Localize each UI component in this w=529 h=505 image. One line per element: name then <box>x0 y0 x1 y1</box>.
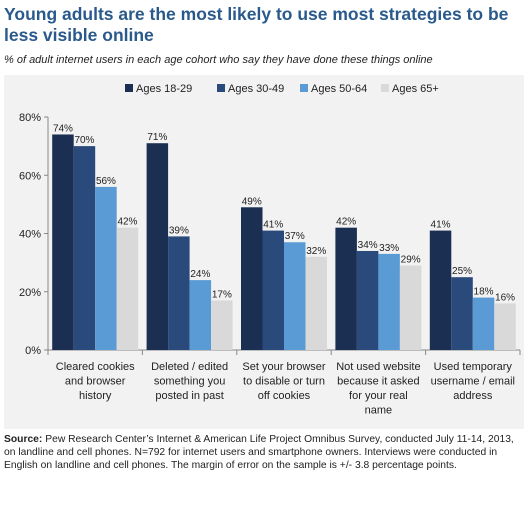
data-label: 37% <box>285 231 305 242</box>
x-category-label: Not used website because it asked for your… <box>336 361 420 417</box>
data-label: 25% <box>452 266 472 277</box>
bar <box>95 186 117 350</box>
bar <box>189 280 212 350</box>
bar <box>472 297 495 350</box>
bar <box>116 227 139 350</box>
bar <box>262 230 284 350</box>
y-tick-label: 40% <box>19 229 41 241</box>
legend-label: Ages 65+ <box>392 83 439 95</box>
chart-title: Young adults are the most likely to use … <box>4 4 509 45</box>
y-tick-label: 60% <box>19 170 41 182</box>
data-label: 49% <box>242 196 262 207</box>
y-tick-label: 80% <box>19 112 41 124</box>
bar <box>378 253 400 350</box>
bar <box>146 143 169 350</box>
bar <box>284 242 306 350</box>
data-label: 42% <box>117 217 137 228</box>
bar <box>335 227 357 350</box>
x-category-label: Cleared cookies and browser history <box>56 361 135 402</box>
legend-swatch <box>381 84 389 92</box>
bar <box>451 277 473 350</box>
bar-chart: 0% 20% 40% 60% 80% 74% 71% 49% 42% 41% 70% 39% 41% 34… <box>19 83 521 417</box>
legend-swatch <box>125 84 133 92</box>
x-category-label: Used temporary username / email address <box>431 361 515 402</box>
legend-label: Ages 18-29 <box>136 83 192 95</box>
data-label: 74% <box>53 123 73 134</box>
data-label: 41% <box>431 220 451 231</box>
source-text: Pew Research Center’s Internet & America… <box>4 434 514 471</box>
bar <box>399 265 422 350</box>
data-label: 33% <box>379 243 399 254</box>
data-label: 34% <box>358 240 378 251</box>
data-label: 18% <box>474 287 494 298</box>
bar <box>494 303 516 350</box>
data-label: 41% <box>263 220 283 231</box>
data-label: 16% <box>495 292 515 303</box>
bar <box>305 256 327 350</box>
bar <box>429 230 452 350</box>
y-tick-label: 0% <box>25 345 41 357</box>
legend-swatch <box>217 84 225 92</box>
chart-subtitle: % of adult internet users in each age co… <box>4 54 433 66</box>
source-label: Source: <box>4 434 43 445</box>
data-label: 29% <box>401 255 421 266</box>
bar <box>52 134 74 350</box>
data-label: 71% <box>147 132 167 143</box>
chart-area: 0% 20% 40% 60% 80% 74% 71% 49% 42% 41% 70% 39% 41% 34… <box>4 75 524 429</box>
legend-label: Ages 30-49 <box>228 83 284 95</box>
bar <box>73 146 96 350</box>
source-note: Source: Pew Research Center’s Internet &… <box>4 433 524 472</box>
bar <box>356 250 379 350</box>
bar <box>241 207 263 350</box>
data-label: 24% <box>190 269 210 280</box>
x-category-label: Deleted / edited something you posted in p… <box>151 361 228 402</box>
data-label: 32% <box>306 246 326 257</box>
bar <box>211 300 233 350</box>
data-label: 39% <box>169 225 189 236</box>
legend-swatch <box>300 84 308 92</box>
data-label: 70% <box>74 135 94 146</box>
legend-label: Ages 50-64 <box>311 83 367 95</box>
data-label: 17% <box>212 289 232 300</box>
bar <box>168 236 190 350</box>
x-category-label: Set your browser to disable or turn off co… <box>242 361 325 402</box>
data-label: 42% <box>336 217 356 228</box>
data-label: 56% <box>96 176 116 187</box>
y-tick-label: 20% <box>19 287 41 299</box>
